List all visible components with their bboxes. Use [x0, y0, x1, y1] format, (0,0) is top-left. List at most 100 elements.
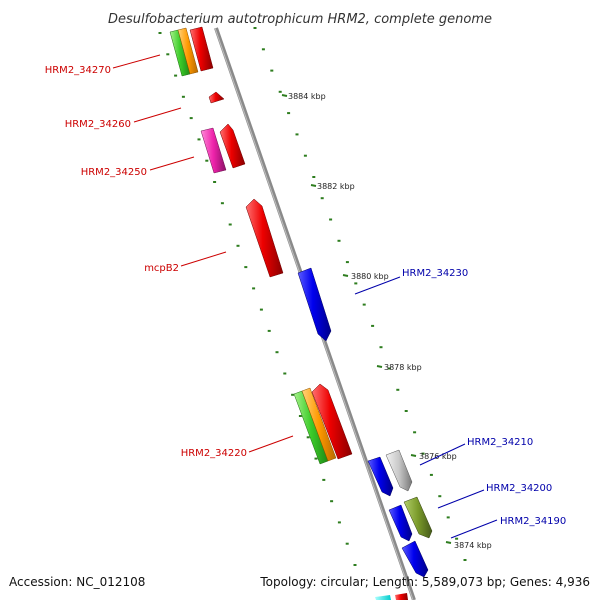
tick-dot [259, 308, 263, 311]
kbp-label-3884: 3884 kbp [288, 92, 326, 101]
tick-dot [253, 27, 257, 29]
gene-hrm2-34260[interactable] [208, 91, 225, 104]
leader-line-hrm2-34260 [133, 107, 182, 123]
gene-hrm2-34250[interactable] [219, 123, 246, 169]
tick-dot [181, 95, 185, 98]
kbp-label-3874: 3874 kbp [454, 541, 492, 550]
kbp-tick-mark [281, 94, 288, 97]
tick-dot [345, 261, 349, 264]
gene-hrm2-34250-pink[interactable] [200, 127, 227, 174]
tick-dot [387, 367, 391, 370]
gene-hrm2-34190[interactable] [401, 540, 429, 578]
leader-line-mcpb2 [180, 251, 227, 267]
tick-dot [270, 69, 274, 72]
leader-line-hrm2-34270 [112, 54, 161, 69]
tick-dot [330, 500, 334, 503]
tick-dot [371, 324, 375, 327]
tick-dot [267, 329, 271, 332]
leader-line-hrm2-34220 [248, 435, 294, 453]
forward-strand-genes [297, 267, 433, 600]
label-hrm2-34210[interactable]: HRM2_34210 [467, 437, 533, 448]
tick-dot [158, 32, 162, 34]
label-hrm2-34220[interactable]: HRM2_34220 [181, 448, 247, 459]
label-hrm2-34260[interactable]: HRM2_34260 [65, 119, 131, 130]
tick-dot [312, 176, 316, 178]
gene-hrm2-34210[interactable] [385, 449, 413, 492]
kbp-label-3882: 3882 kbp [317, 182, 355, 191]
tick-dot [197, 138, 201, 141]
leader-line-hrm2-34190 [450, 519, 498, 539]
gene-bottom-red[interactable] [395, 593, 408, 600]
accession-text: Accession: NC_012108 [9, 575, 145, 589]
gene-hrm2-34200[interactable] [403, 496, 433, 539]
tick-dot [379, 346, 383, 349]
tick-dot [220, 202, 224, 205]
leader-line-hrm2-34230 [354, 276, 401, 295]
label-hrm2-34250[interactable]: HRM2_34250 [81, 167, 147, 178]
tick-dot [287, 112, 291, 115]
tick-dot [252, 287, 256, 290]
gene-hrm2-34270[interactable] [189, 26, 214, 72]
leader-line-hrm2-34210 [419, 443, 466, 466]
kbp-tick-mark [410, 454, 417, 457]
kbp-tick-mark [310, 184, 317, 187]
kbp-tick-mark [342, 274, 349, 277]
tick-dot [463, 559, 467, 561]
tick-dot [298, 415, 302, 417]
kbp-tick-mark [376, 365, 383, 368]
tick-dot [438, 495, 442, 498]
tick-dot [306, 436, 310, 439]
tick-dot [320, 197, 324, 200]
tick-dot-rings [158, 27, 467, 566]
tick-dot [213, 181, 217, 183]
genome-summary-text: Topology: circular; Length: 5,589,073 bp… [259, 575, 590, 589]
tick-dot [303, 154, 307, 157]
tick-dot [166, 53, 170, 56]
gene-hrm2-34210-blue[interactable] [367, 456, 394, 497]
kbp-label-3880: 3880 kbp [351, 272, 389, 281]
tick-dot [275, 351, 279, 354]
kbp-label-3878: 3878 kbp [384, 363, 422, 372]
tick-dot [261, 48, 265, 51]
tick-dot [228, 223, 232, 226]
tick-dot [278, 90, 282, 93]
gene-hrm2-34220[interactable] [311, 383, 353, 460]
tick-dot [362, 303, 366, 306]
label-hrm2-34200[interactable]: HRM2_34200 [486, 483, 552, 494]
leader-line-hrm2-34250 [149, 156, 195, 171]
label-hrm2-34190[interactable]: HRM2_34190 [500, 516, 566, 527]
tick-dot [404, 410, 408, 412]
tick-dot [337, 239, 341, 242]
tick-dot [283, 372, 287, 375]
tick-dot [189, 117, 193, 120]
leader-line-hrm2-34200 [437, 489, 485, 509]
label-mcpb2[interactable]: mcpB2 [144, 263, 179, 274]
tick-dot [329, 218, 333, 221]
tick-dot [236, 244, 240, 247]
tick-dot [205, 159, 209, 162]
gene-hrm2-34270-orange[interactable] [177, 27, 199, 75]
tick-dot [353, 564, 357, 566]
tick-dot [421, 452, 425, 455]
tick-dot [345, 542, 349, 545]
gene-hrm2-34200-blue[interactable] [388, 504, 413, 542]
tick-dot [174, 74, 178, 77]
tick-dot [413, 431, 417, 434]
gene-hrm2-34230[interactable] [297, 267, 332, 342]
gene-labels-left: HRM2_34270 HRM2_34260 HRM2_34250 mcpB2 H… [45, 54, 294, 459]
gene-mcpb2[interactable] [245, 198, 284, 278]
label-hrm2-34230[interactable]: HRM2_34230 [402, 268, 468, 279]
map-title: Desulfobacterium autotrophicum HRM2, com… [108, 12, 492, 27]
tick-dot [337, 521, 341, 524]
kbp-tick-mark [445, 541, 452, 544]
gene-bottom-cyan[interactable] [375, 595, 391, 600]
gene-hrm2-34220-orange[interactable] [301, 387, 337, 462]
tick-dot [446, 516, 450, 519]
tick-dot [295, 133, 299, 136]
tick-dot [455, 537, 459, 540]
label-hrm2-34270[interactable]: HRM2_34270 [45, 65, 111, 76]
tick-dot [396, 388, 400, 391]
tick-dot [354, 282, 358, 285]
tick-dot [244, 266, 248, 269]
